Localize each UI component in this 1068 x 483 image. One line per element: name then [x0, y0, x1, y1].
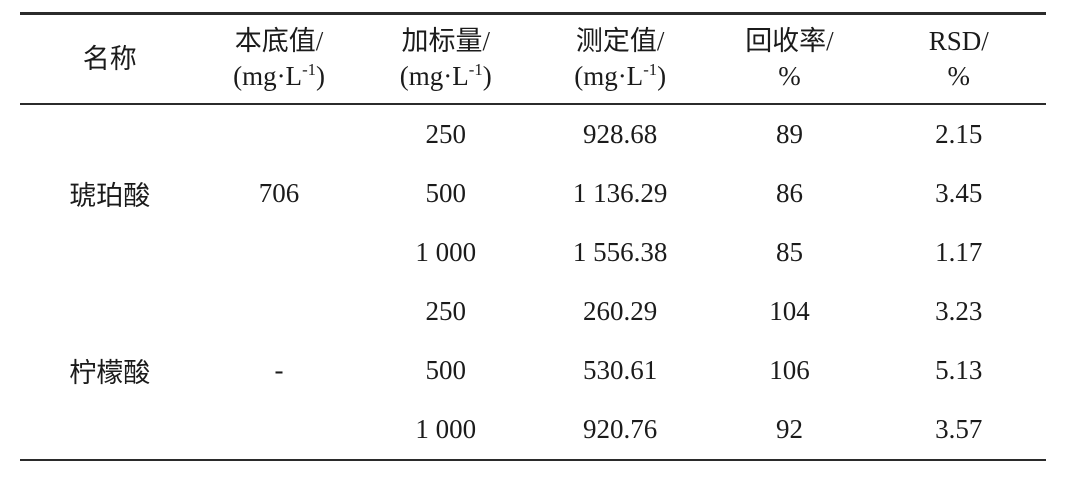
rsd-cell: 3.57: [935, 414, 983, 444]
table-row: 1 000 1 556.38 85 1.17: [20, 223, 1046, 282]
col-header-rsd-title: RSD/: [928, 26, 989, 56]
col-header-spike-unit: (mg·L-1): [359, 59, 533, 94]
rsd-cell: 3.45: [935, 178, 983, 208]
col-header-rsd: RSD/ %: [872, 14, 1046, 105]
measured-value-cell: 530.61: [583, 355, 658, 385]
col-header-spike-title: 加标量/: [401, 26, 491, 56]
spike-amount-cell: 500: [425, 355, 467, 385]
group-name-succinic-acid: 琥珀酸: [69, 181, 151, 211]
measured-value-cell: 928.68: [583, 119, 658, 149]
table-row: 1 000 920.76 92 3.57: [20, 400, 1046, 460]
rsd-cell: 2.15: [935, 119, 983, 149]
measured-value-cell: 1 556.38: [572, 237, 668, 267]
measured-value-cell: 260.29: [583, 296, 658, 326]
col-header-background-unit: (mg·L-1): [200, 59, 359, 94]
col-header-name: 名称: [20, 14, 200, 105]
rsd-cell: 5.13: [935, 355, 983, 385]
spike-amount-cell: 250: [425, 296, 467, 326]
table-row: 柠檬酸 - 250 260.29 104 3.23: [20, 282, 1046, 388]
spike-amount-cell: 1 000: [415, 414, 477, 444]
recovery-rate-cell: 104: [769, 296, 810, 326]
rsd-cell: 1.17: [935, 237, 983, 267]
unit-superscript: -1: [302, 60, 317, 79]
recovery-rate-cell: 85: [775, 237, 803, 267]
rsd-cell: 3.23: [935, 296, 983, 326]
table-row: 500 530.61 106 5.13: [20, 341, 1046, 400]
header-row: 名称 本底值/ (mg·L-1) 加标量/ (mg·L-1) 测定值/ (mg·…: [20, 14, 1046, 105]
table-row: 琥珀酸 706 250 928.68 89 2.15: [20, 104, 1046, 211]
spike-amount-cell: 250: [425, 119, 467, 149]
group-name-citric-acid: 柠檬酸: [69, 358, 151, 388]
table-header: 名称 本底值/ (mg·L-1) 加标量/ (mg·L-1) 测定值/ (mg·…: [20, 14, 1046, 105]
unit-superscript: -1: [468, 60, 483, 79]
recovery-results-table: 名称 本底值/ (mg·L-1) 加标量/ (mg·L-1) 测定值/ (mg·…: [20, 12, 1046, 461]
background-value-cell: -: [274, 355, 284, 385]
spike-amount-cell: 1 000: [415, 237, 477, 267]
col-header-background-title: 本底值/: [234, 26, 324, 56]
col-header-spike-amount: 加标量/ (mg·L-1): [359, 14, 533, 105]
col-header-measured-unit: (mg·L-1): [533, 59, 707, 94]
unit-pre: (mg·L: [574, 61, 644, 91]
measured-value-cell: 1 136.29: [572, 178, 668, 208]
table-body: 琥珀酸 706 250 928.68 89 2.15 500 1 136.29 …: [20, 104, 1046, 460]
unit-post: ): [316, 61, 326, 91]
recovery-rate-cell: 86: [775, 178, 803, 208]
unit-pre: (mg·L: [233, 61, 303, 91]
col-header-measured-title: 测定值/: [575, 26, 665, 56]
unit-post: ): [657, 61, 667, 91]
unit-pre: (mg·L: [399, 61, 469, 91]
background-value-cell: 706: [258, 178, 300, 208]
col-header-recovery-rate: 回收率/ %: [707, 14, 871, 105]
col-header-name-label: 名称: [82, 43, 137, 74]
col-header-recovery-title: 回收率/: [745, 26, 834, 56]
table-row: 500 1 136.29 86 3.45: [20, 164, 1046, 223]
col-header-rsd-unit: %: [947, 61, 971, 91]
measured-value-cell: 920.76: [583, 414, 658, 444]
spike-amount-cell: 500: [425, 178, 467, 208]
col-header-measured-value: 测定值/ (mg·L-1): [533, 14, 707, 105]
col-header-background-value: 本底值/ (mg·L-1): [200, 14, 359, 105]
recovery-rate-cell: 106: [769, 355, 810, 385]
unit-post: ): [482, 61, 492, 91]
col-header-recovery-unit: %: [778, 61, 801, 91]
unit-superscript: -1: [643, 60, 658, 79]
recovery-rate-cell: 89: [775, 119, 803, 149]
recovery-rate-cell: 92: [775, 414, 803, 444]
